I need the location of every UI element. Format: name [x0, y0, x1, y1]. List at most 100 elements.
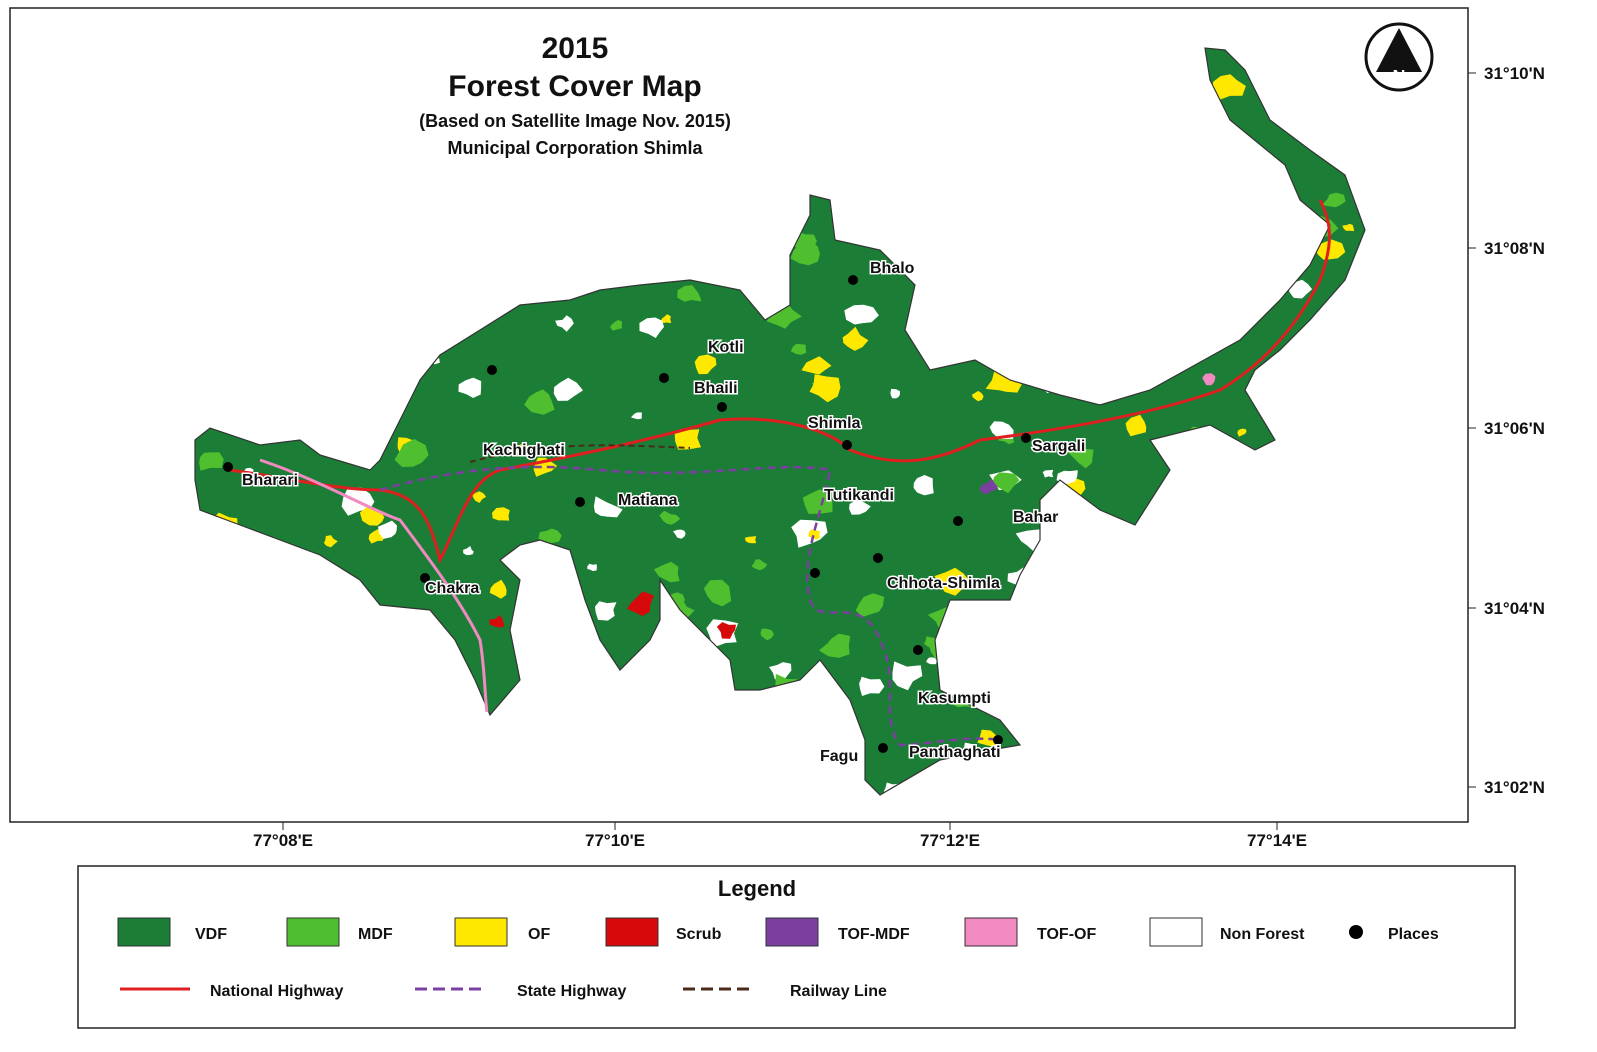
latitude-label: 31°06'N — [1484, 419, 1545, 438]
place-label: Bhalo — [870, 260, 915, 277]
north-label: N — [1393, 67, 1406, 87]
mdf-patch — [790, 343, 807, 355]
mdf-patch — [677, 285, 702, 302]
mdf-patch — [394, 439, 429, 467]
mdf-patch — [751, 559, 768, 571]
railway-line — [469, 444, 691, 463]
of-patch — [809, 374, 841, 403]
scrub-patch — [716, 622, 736, 639]
north-arrow: N — [1364, 22, 1434, 92]
map-area: Bhalo Kotli Bhaili Shimla Kachighati Sargali B… — [194, 47, 1366, 796]
non-forest-patch — [458, 377, 482, 398]
legend-title: Legend — [718, 876, 796, 901]
mdf-patch — [538, 528, 562, 544]
place-label: Chakra — [425, 580, 479, 597]
of-patch — [694, 354, 717, 375]
of-patch — [492, 507, 510, 521]
area-name: Municipal Corporation Shimla — [447, 138, 703, 158]
mdf-patch — [766, 301, 802, 329]
place-dot — [993, 735, 1003, 745]
longitude-label: 77°14'E — [1247, 831, 1307, 850]
legend-label: MDF — [358, 926, 393, 943]
place-dot — [223, 462, 233, 472]
non-forest-patch — [630, 412, 642, 420]
non-forest-patch — [593, 496, 623, 518]
of-patch — [1237, 428, 1247, 437]
mdf-patch — [1321, 192, 1346, 208]
place-label: Sargali — [1032, 438, 1085, 455]
non-forest-patch — [595, 601, 617, 621]
non-forest-patch — [378, 520, 397, 539]
mdf-patch — [524, 389, 555, 415]
place-dot — [487, 365, 497, 375]
non-forest-patch — [673, 529, 686, 539]
mdf-patch — [991, 472, 1020, 494]
mdf-patch — [1067, 444, 1094, 469]
legend-swatch — [117, 917, 171, 947]
of-patch — [801, 356, 832, 375]
longitude-label: 77°10'E — [585, 831, 645, 850]
title-year: 2015 — [542, 32, 609, 65]
legend-label: Railway Line — [790, 983, 887, 1000]
of-patch — [323, 535, 338, 548]
tof-mdf-patch — [979, 478, 998, 495]
place-label: Kachighati — [483, 442, 565, 459]
place-dot — [873, 553, 883, 563]
non-forest-patch — [587, 563, 597, 571]
place-dot — [810, 568, 820, 578]
mdf-patch — [802, 489, 833, 514]
mdf-patch — [659, 510, 681, 525]
latitude-label: 31°10'N — [1484, 64, 1545, 83]
of-patch — [472, 491, 487, 503]
place-label: Matiana — [618, 492, 678, 509]
legend-label: Non Forest — [1220, 926, 1305, 943]
mdf-patch — [760, 628, 774, 641]
non-forest-patch — [926, 657, 937, 665]
legend-label: State Highway — [517, 983, 626, 1000]
legend-swatch — [765, 917, 819, 947]
of-patch — [489, 579, 507, 599]
non-forest-patch — [890, 388, 900, 399]
non-forest-patch — [859, 676, 885, 696]
of-patch — [808, 529, 820, 540]
non-forest-patch — [844, 304, 879, 325]
mdf-patch — [790, 240, 820, 266]
region-outline — [194, 47, 1366, 796]
mdf-patch — [703, 579, 732, 607]
latitude-label: 31°04'N — [1484, 599, 1545, 618]
legend-swatch — [605, 917, 659, 947]
mdf-patch — [610, 319, 623, 331]
legend-label: VDF — [195, 926, 227, 943]
non-forest-patch — [892, 661, 923, 691]
place-dot — [878, 743, 888, 753]
place-dot — [575, 497, 585, 507]
of-patch — [1342, 223, 1355, 232]
state-highway — [379, 465, 1001, 747]
place-label: Tutikandi — [824, 487, 894, 504]
non-forest-patch — [989, 421, 1014, 440]
of-patch — [660, 314, 672, 324]
legend-swatch — [964, 917, 1018, 947]
of-patch — [674, 429, 701, 450]
of-patch — [842, 326, 869, 351]
mdf-patch — [855, 593, 885, 617]
mdf-patch — [653, 561, 680, 583]
of-patch — [1125, 414, 1147, 437]
scrub-patch — [627, 591, 654, 616]
place-label: Panthaghati — [909, 744, 1001, 761]
non-forest-patch — [962, 742, 977, 755]
place-dot — [420, 573, 430, 583]
longitude-label: 77°08'E — [253, 831, 313, 850]
place-label: Shimla — [808, 415, 861, 432]
mdf-patch — [819, 633, 851, 658]
legend-swatch — [1149, 917, 1203, 947]
legend-label: TOF-OF — [1037, 926, 1096, 943]
of-patch — [971, 390, 984, 402]
longitude-label: 77°12'E — [920, 831, 980, 850]
non-forest-patch — [913, 475, 934, 496]
place-label: Chhota-Shimla — [887, 575, 1000, 592]
place-label: Kotli — [708, 339, 744, 356]
legend-label: National Highway — [210, 983, 343, 1000]
place-label: Fagu — [820, 748, 858, 765]
